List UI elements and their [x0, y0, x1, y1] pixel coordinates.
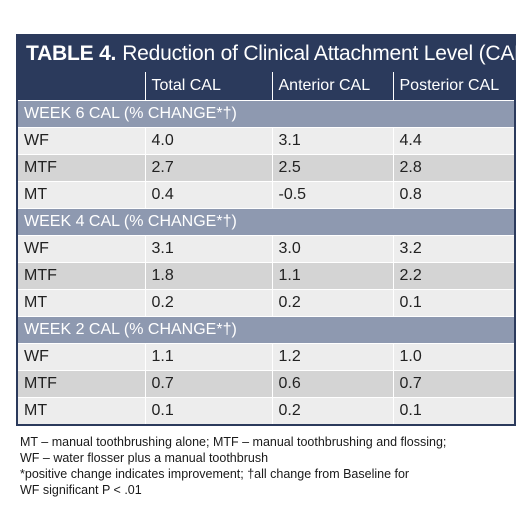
- section-label: WEEK 6 CAL (% CHANGE*†): [18, 99, 514, 127]
- table-row: MTF 1.8 1.1 2.2: [18, 261, 514, 289]
- cal-table: Total CAL Anterior CAL Posterior CAL WEE…: [18, 72, 514, 424]
- cell-anterior-cal: 0.2: [271, 288, 393, 316]
- table-body: WEEK 6 CAL (% CHANGE*†) WF 4.0 3.1 4.4 MTF 2.7…: [18, 99, 514, 424]
- section-header-row: WEEK 6 CAL (% CHANGE*†): [18, 99, 514, 127]
- footnote-line: WF significant P < .01: [20, 483, 142, 497]
- cell-anterior-cal: 1.2: [271, 342, 393, 370]
- footnote-line: *positive change indicates improvement; …: [20, 467, 410, 481]
- footnote-line: WF – water flosser plus a manual toothbr…: [20, 451, 269, 465]
- cell-posterior-cal: 0.7: [392, 369, 514, 397]
- column-header-posterior-cal: Posterior CAL: [392, 72, 514, 100]
- cell-anterior-cal: 0.2: [271, 396, 393, 424]
- table-row: MTF 2.7 2.5 2.8: [18, 153, 514, 181]
- cell-group: MT: [18, 180, 145, 208]
- section-header-row: WEEK 4 CAL (% CHANGE*†): [18, 207, 514, 235]
- cell-group: WF: [18, 234, 145, 262]
- cell-posterior-cal: 2.2: [392, 261, 514, 289]
- cell-total-cal: 1.1: [144, 342, 272, 370]
- cell-total-cal: 4.0: [144, 126, 272, 154]
- column-header-row: Total CAL Anterior CAL Posterior CAL: [18, 72, 514, 100]
- table-row: WF 3.1 3.0 3.2: [18, 234, 514, 262]
- table-row: MT 0.4 -0.5 0.8: [18, 180, 514, 208]
- cell-total-cal: 1.8: [144, 261, 272, 289]
- cell-anterior-cal: 1.1: [271, 261, 393, 289]
- cell-total-cal: 2.7: [144, 153, 272, 181]
- table-row: MT 0.1 0.2 0.1: [18, 396, 514, 424]
- cell-total-cal: 0.1: [144, 396, 272, 424]
- column-header-total-cal: Total CAL: [144, 72, 272, 100]
- cell-posterior-cal: 4.4: [392, 126, 514, 154]
- cell-posterior-cal: 1.0: [392, 342, 514, 370]
- cell-total-cal: 0.7: [144, 369, 272, 397]
- column-header-anterior-cal: Anterior CAL: [271, 72, 393, 100]
- column-header-empty: [18, 72, 145, 100]
- table-row: MTF 0.7 0.6 0.7: [18, 369, 514, 397]
- table-row: WF 4.0 3.1 4.4: [18, 126, 514, 154]
- footnotes: MT – manual toothbrushing alone; MTF – m…: [20, 434, 516, 498]
- cell-posterior-cal: 3.2: [392, 234, 514, 262]
- cell-group: WF: [18, 126, 145, 154]
- table-title-text: Reduction of Clinical Attachment Level (…: [122, 42, 532, 65]
- cell-anterior-cal: 3.0: [271, 234, 393, 262]
- cell-group: MTF: [18, 261, 145, 289]
- table-title: TABLE 4. Reduction of Clinical Attachmen…: [18, 36, 532, 72]
- cell-group: MT: [18, 396, 145, 424]
- cell-total-cal: 0.2: [144, 288, 272, 316]
- cell-posterior-cal: 2.8: [392, 153, 514, 181]
- footnote-line: MT – manual toothbrushing alone; MTF – m…: [20, 435, 447, 449]
- table-row: WF 1.1 1.2 1.0: [18, 342, 514, 370]
- cell-total-cal: 3.1: [144, 234, 272, 262]
- cell-total-cal: 0.4: [144, 180, 272, 208]
- section-label: WEEK 2 CAL (% CHANGE*†): [18, 315, 514, 343]
- cell-anterior-cal: 2.5: [271, 153, 393, 181]
- table-frame: TABLE 4. Reduction of Clinical Attachmen…: [16, 34, 532, 426]
- cell-anterior-cal: -0.5: [271, 180, 393, 208]
- section-label: WEEK 4 CAL (% CHANGE*†): [18, 207, 514, 235]
- cell-posterior-cal: 0.8: [392, 180, 514, 208]
- cell-anterior-cal: 0.6: [271, 369, 393, 397]
- section-header-row: WEEK 2 CAL (% CHANGE*†): [18, 315, 514, 343]
- cell-anterior-cal: 3.1: [271, 126, 393, 154]
- table-title-lead: TABLE 4.: [26, 42, 117, 65]
- table-row: MT 0.2 0.2 0.1: [18, 288, 514, 316]
- cell-group: MTF: [18, 369, 145, 397]
- cell-posterior-cal: 0.1: [392, 288, 514, 316]
- cell-group: MTF: [18, 153, 145, 181]
- cell-group: WF: [18, 342, 145, 370]
- cell-group: MT: [18, 288, 145, 316]
- cell-posterior-cal: 0.1: [392, 396, 514, 424]
